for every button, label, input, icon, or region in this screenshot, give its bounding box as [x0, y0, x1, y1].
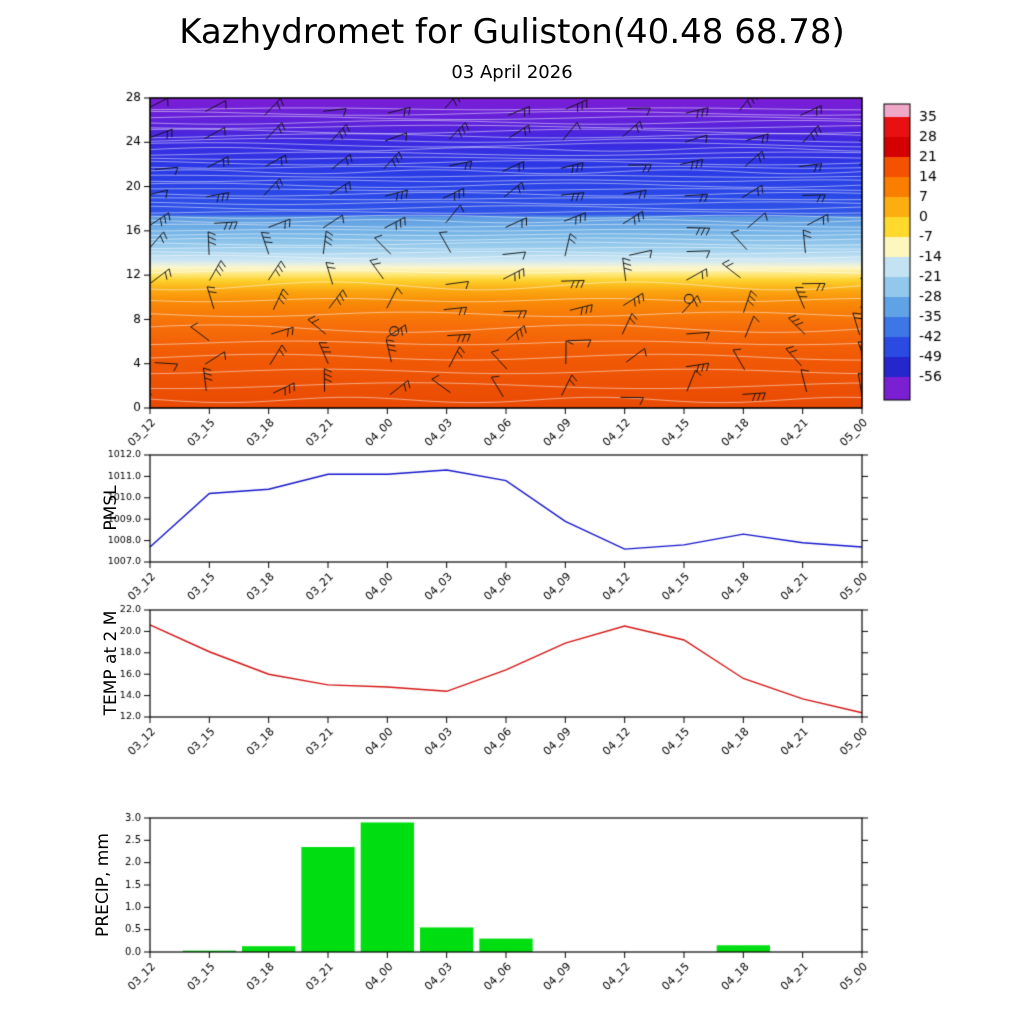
date-subtitle: 03 April 2026	[451, 62, 573, 83]
temp-axis-label: TEMP at 2 M	[101, 610, 121, 716]
pmsl-axis-label: PMSL	[101, 485, 121, 531]
page-title: Kazhydromet for Guliston(40.48 68.78)	[179, 12, 845, 52]
precip-axis-label: PRECIP, mm	[93, 833, 113, 937]
